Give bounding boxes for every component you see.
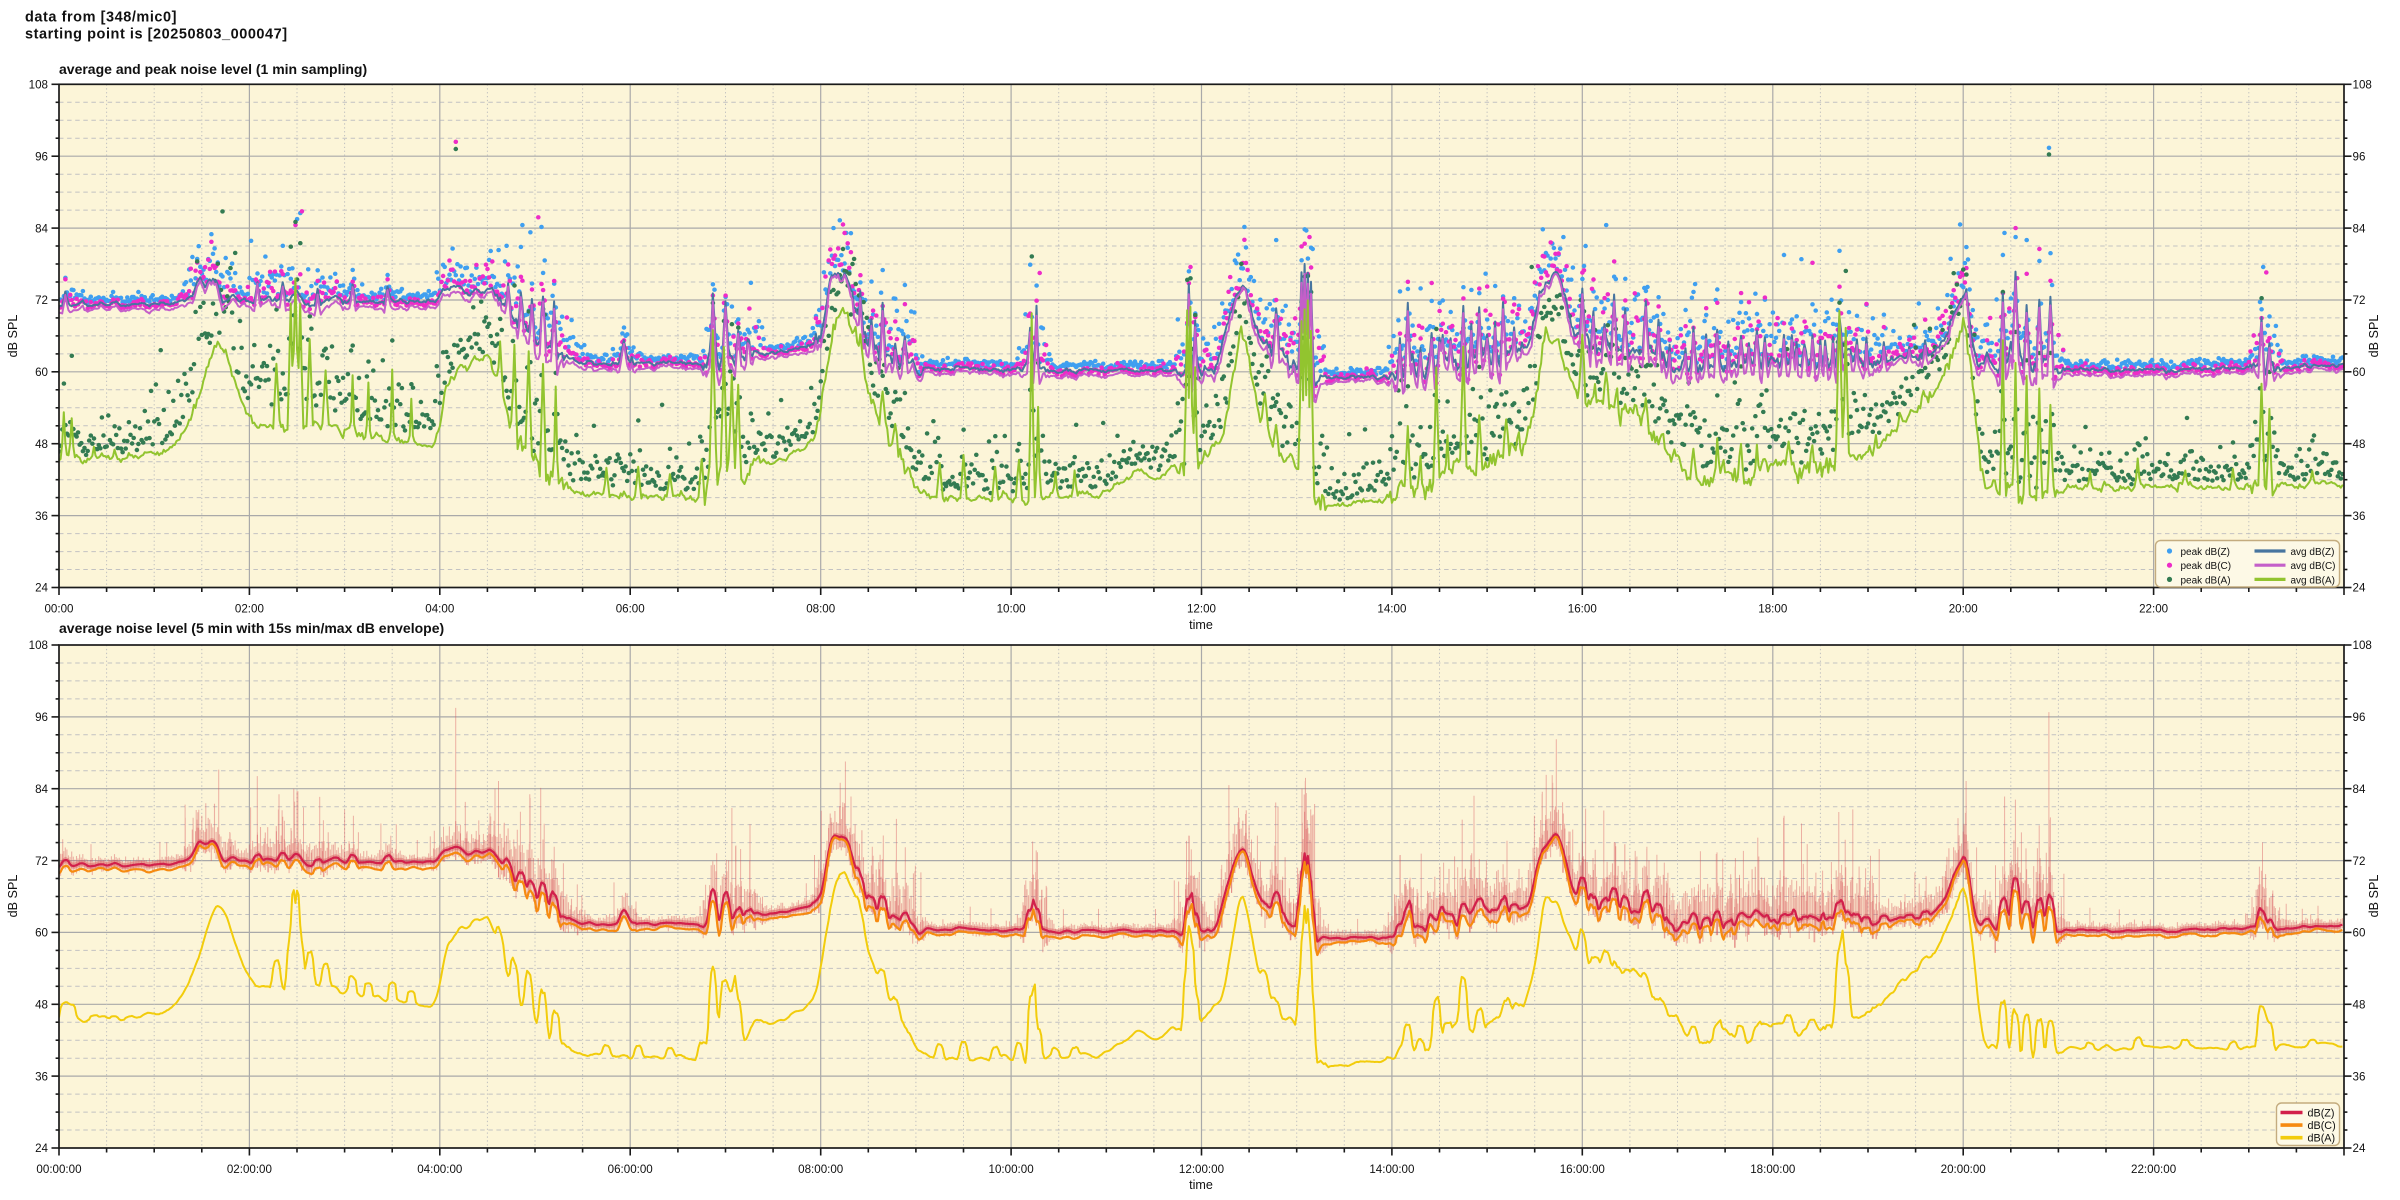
svg-text:16:00: 16:00 [1568, 603, 1597, 616]
svg-text:36: 36 [2353, 510, 2366, 523]
svg-text:96: 96 [35, 711, 48, 724]
svg-text:84: 84 [35, 783, 48, 796]
svg-text:108: 108 [29, 79, 48, 92]
svg-text:72: 72 [35, 855, 48, 868]
svg-text:48: 48 [35, 438, 48, 451]
svg-text:18:00:00: 18:00:00 [1750, 1163, 1795, 1176]
svg-text:starting point is [20250803_00: starting point is [20250803_000047] [25, 27, 288, 43]
svg-text:60: 60 [35, 366, 48, 379]
svg-text:96: 96 [2353, 150, 2366, 163]
svg-text:96: 96 [35, 150, 48, 163]
svg-text:20:00: 20:00 [1949, 603, 1978, 616]
svg-text:dB(Z): dB(Z) [2308, 1107, 2335, 1119]
svg-text:time: time [1189, 1178, 1213, 1192]
svg-text:average noise level (5 min wit: average noise level (5 min with 15s min/… [59, 620, 444, 636]
svg-text:14:00: 14:00 [1377, 603, 1406, 616]
svg-text:02:00:00: 02:00:00 [227, 1163, 272, 1176]
svg-text:108: 108 [2353, 79, 2372, 92]
svg-text:72: 72 [2353, 294, 2366, 307]
svg-text:60: 60 [35, 927, 48, 940]
svg-text:peak dB(Z): peak dB(Z) [2181, 547, 2230, 558]
svg-text:08:00:00: 08:00:00 [798, 1163, 843, 1176]
svg-text:08:00: 08:00 [806, 603, 835, 616]
svg-text:24: 24 [2353, 582, 2366, 595]
svg-text:peak dB(C): peak dB(C) [2181, 561, 2232, 572]
svg-text:00:00:00: 00:00:00 [36, 1163, 81, 1176]
svg-text:12:00: 12:00 [1187, 603, 1216, 616]
svg-text:average and peak noise level (: average and peak noise level (1 min samp… [59, 61, 367, 77]
svg-text:avg dB(Z): avg dB(Z) [2291, 547, 2335, 558]
svg-text:36: 36 [35, 1070, 48, 1083]
svg-text:10:00: 10:00 [997, 603, 1026, 616]
svg-text:60: 60 [2353, 366, 2366, 379]
svg-text:22:00: 22:00 [2139, 603, 2168, 616]
svg-text:00:00: 00:00 [44, 603, 73, 616]
svg-text:24: 24 [35, 1142, 48, 1155]
svg-text:18:00: 18:00 [1758, 603, 1787, 616]
svg-text:96: 96 [2353, 711, 2366, 724]
svg-text:10:00:00: 10:00:00 [989, 1163, 1034, 1176]
svg-text:dB SPL: dB SPL [6, 315, 20, 358]
svg-text:48: 48 [2353, 999, 2366, 1012]
svg-text:84: 84 [2353, 222, 2366, 235]
svg-text:36: 36 [35, 510, 48, 523]
svg-text:16:00:00: 16:00:00 [1560, 1163, 1605, 1176]
svg-text:84: 84 [35, 222, 48, 235]
svg-text:04:00:00: 04:00:00 [417, 1163, 462, 1176]
svg-text:02:00: 02:00 [235, 603, 264, 616]
svg-text:dB SPL: dB SPL [2367, 875, 2381, 918]
svg-text:avg dB(C): avg dB(C) [2291, 561, 2336, 572]
svg-text:dB SPL: dB SPL [2367, 315, 2381, 358]
svg-text:24: 24 [2353, 1142, 2366, 1155]
svg-text:24: 24 [35, 582, 48, 595]
svg-text:dB(A): dB(A) [2308, 1133, 2336, 1145]
svg-text:avg dB(A): avg dB(A) [2291, 575, 2335, 586]
svg-text:72: 72 [2353, 855, 2366, 868]
svg-text:72: 72 [35, 294, 48, 307]
svg-text:108: 108 [2353, 639, 2372, 652]
svg-text:time: time [1189, 618, 1213, 632]
svg-text:20:00:00: 20:00:00 [1941, 1163, 1986, 1176]
svg-text:peak dB(A): peak dB(A) [2181, 575, 2231, 586]
svg-text:48: 48 [2353, 438, 2366, 451]
svg-text:48: 48 [35, 999, 48, 1012]
svg-text:dB(C): dB(C) [2308, 1120, 2336, 1132]
svg-text:06:00: 06:00 [616, 603, 645, 616]
svg-text:06:00:00: 06:00:00 [608, 1163, 653, 1176]
svg-text:data from [348/mic0]: data from [348/mic0] [25, 10, 177, 26]
svg-text:108: 108 [29, 639, 48, 652]
svg-text:dB SPL: dB SPL [6, 875, 20, 918]
svg-text:14:00:00: 14:00:00 [1369, 1163, 1414, 1176]
svg-text:12:00:00: 12:00:00 [1179, 1163, 1224, 1176]
svg-text:04:00: 04:00 [425, 603, 454, 616]
svg-text:22:00:00: 22:00:00 [2131, 1163, 2176, 1176]
svg-text:60: 60 [2353, 927, 2366, 940]
svg-text:84: 84 [2353, 783, 2366, 796]
svg-text:36: 36 [2353, 1070, 2366, 1083]
